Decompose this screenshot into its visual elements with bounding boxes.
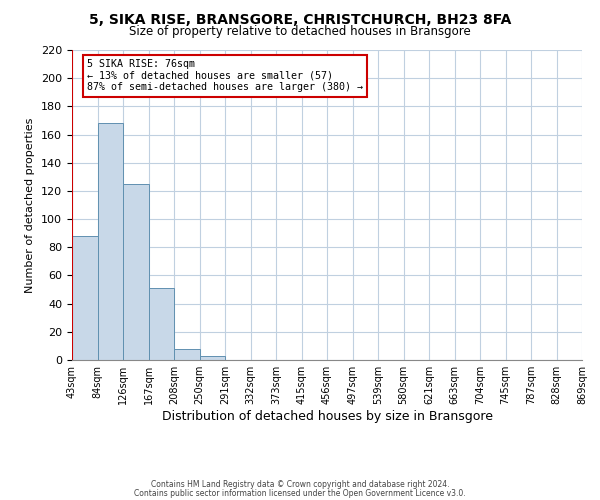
X-axis label: Distribution of detached houses by size in Bransgore: Distribution of detached houses by size …	[161, 410, 493, 423]
Text: 5, SIKA RISE, BRANSGORE, CHRISTCHURCH, BH23 8FA: 5, SIKA RISE, BRANSGORE, CHRISTCHURCH, B…	[89, 12, 511, 26]
Text: 5 SIKA RISE: 76sqm
← 13% of detached houses are smaller (57)
87% of semi-detache: 5 SIKA RISE: 76sqm ← 13% of detached hou…	[88, 60, 364, 92]
Text: Size of property relative to detached houses in Bransgore: Size of property relative to detached ho…	[129, 25, 471, 38]
Text: Contains public sector information licensed under the Open Government Licence v3: Contains public sector information licen…	[134, 488, 466, 498]
Bar	[123, 184, 149, 360]
Text: Contains HM Land Registry data © Crown copyright and database right 2024.: Contains HM Land Registry data © Crown c…	[151, 480, 449, 489]
Bar	[72, 236, 97, 360]
Bar	[199, 356, 225, 360]
Bar	[149, 288, 174, 360]
Bar	[174, 348, 199, 360]
Bar	[97, 124, 123, 360]
Y-axis label: Number of detached properties: Number of detached properties	[25, 118, 35, 292]
